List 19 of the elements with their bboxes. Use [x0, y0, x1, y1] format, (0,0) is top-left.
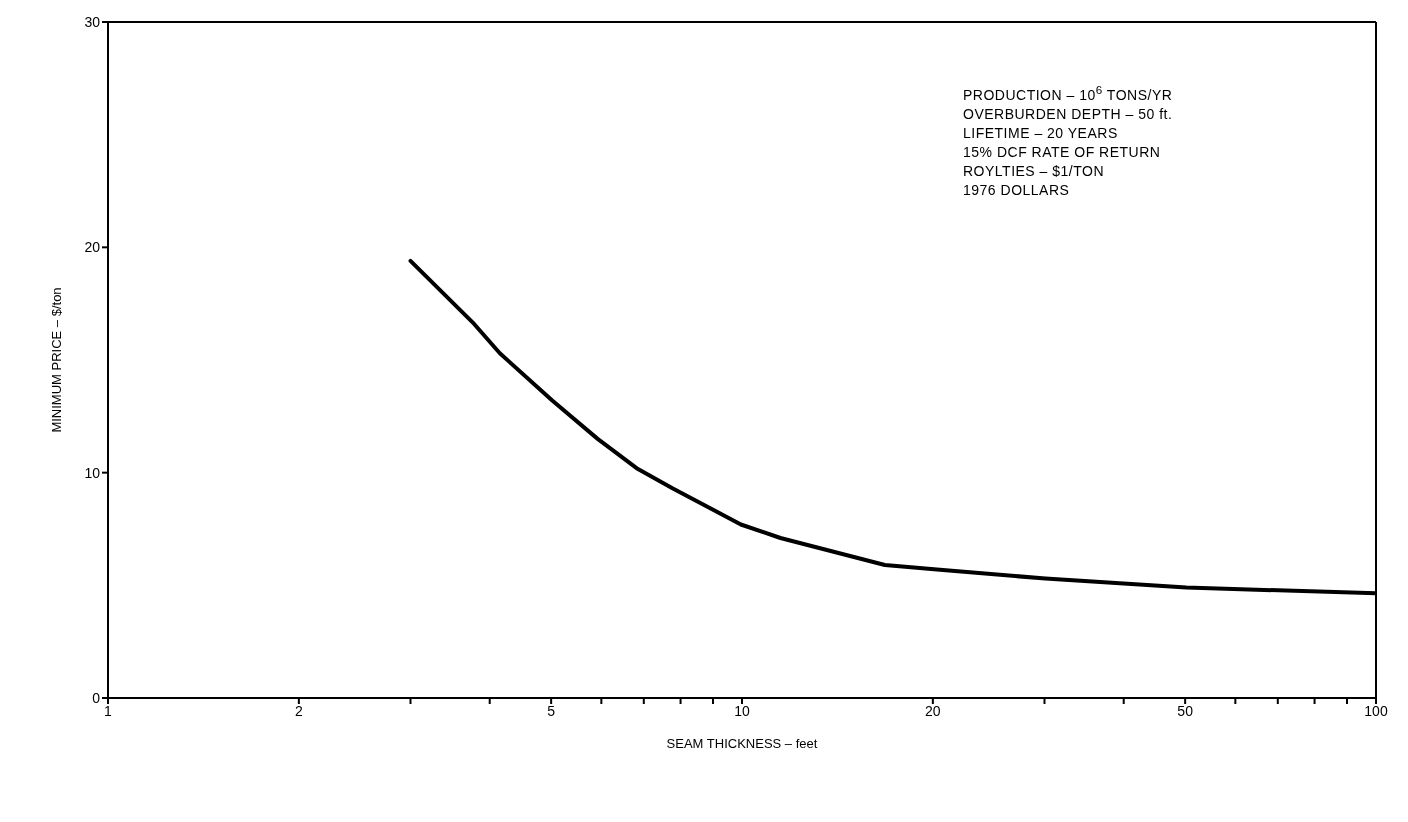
annotation: LIFETIME – 20 YEARS	[963, 123, 1119, 143]
annotation: OVERBURDEN DEPTH – 50 ft.	[963, 104, 1173, 124]
y-tick-label: 30	[84, 13, 101, 30]
x-axis-title: SEAM THICKNESS – feet	[666, 736, 818, 751]
x-tick-label: 2	[294, 702, 303, 719]
annotation: ROYLTIES – $1/TON	[963, 161, 1106, 181]
annotation: 15% DCF RATE OF RETURN	[963, 142, 1162, 162]
y-tick-label: 10	[84, 464, 101, 481]
x-tick-label: 20	[925, 702, 941, 719]
y-tick-label: 20	[84, 239, 101, 256]
x-tick-label: 50	[1177, 702, 1194, 719]
annotation: PRODUCTION – 10$^{6}$ TONS/YR	[963, 82, 1173, 105]
y-tick-label: 0	[92, 689, 101, 706]
x-tick-label: 1	[104, 702, 113, 719]
x-tick-label: 100	[1364, 702, 1388, 719]
y-axis-title: MINIMUM PRICE – $/ton	[48, 287, 64, 433]
annotation: 1976 DOLLARS	[963, 180, 1071, 200]
x-tick-label: 10	[734, 702, 750, 719]
x-tick-label: 5	[547, 702, 556, 719]
